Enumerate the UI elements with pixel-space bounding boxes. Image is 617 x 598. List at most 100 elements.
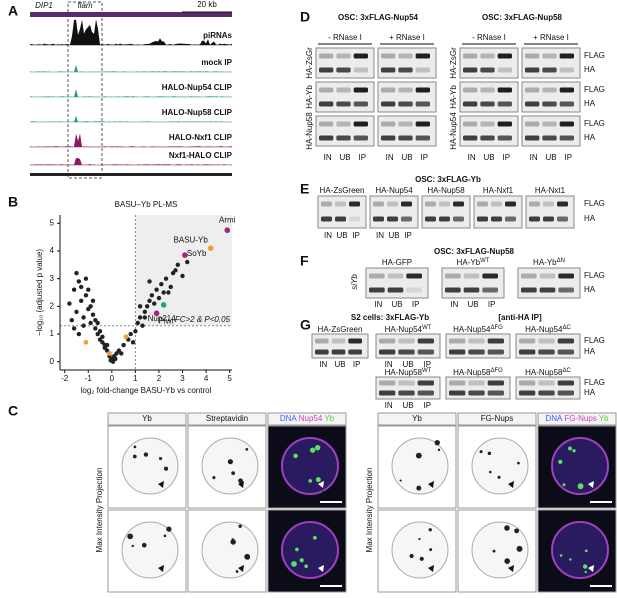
band-label: FLAG: [584, 378, 605, 387]
band: [525, 135, 540, 141]
band-label: HA: [584, 285, 596, 294]
data-point: [81, 315, 86, 320]
highlight-point: [207, 245, 214, 252]
band: [463, 121, 478, 127]
band: [319, 121, 334, 127]
band: [538, 380, 555, 386]
construct-sup: WT: [480, 258, 490, 264]
y-axis-label: −log₁₀ (adjusted p value): [35, 249, 44, 337]
construct-name: HA-GFP: [382, 258, 412, 267]
panel-label: C: [8, 403, 18, 419]
foci: [418, 537, 421, 541]
channel-label: Nup54: [299, 414, 323, 423]
band: [336, 67, 351, 73]
foci: [415, 452, 422, 459]
nucleus: [281, 521, 339, 579]
nucleus: [121, 437, 179, 495]
band: [557, 380, 574, 386]
band: [353, 101, 368, 107]
y-tick-label: 1: [50, 329, 55, 338]
data-point: [175, 262, 181, 268]
band: [353, 135, 368, 141]
band: [379, 380, 396, 386]
foci: [558, 459, 563, 464]
data-point: [88, 304, 93, 309]
panel-label: F: [300, 253, 309, 269]
foci: [562, 483, 566, 487]
band-label: FLAG: [584, 199, 605, 208]
lane-label: IP: [424, 360, 432, 369]
gene-bar: [30, 12, 232, 17]
header-box: [457, 412, 537, 426]
data-point: [76, 279, 82, 284]
band: [538, 349, 555, 355]
band-label: HA: [584, 133, 596, 142]
band: [417, 380, 434, 386]
data-point: [137, 304, 143, 309]
band: [398, 101, 413, 107]
data-point: [104, 342, 110, 348]
track-label: HALO-Nup54 CLIP: [162, 83, 233, 92]
data-point: [97, 329, 103, 334]
nucleus: [471, 437, 529, 495]
band: [480, 87, 495, 93]
construct-label: HA-Nup54ΔC: [525, 325, 571, 335]
foci: [158, 456, 163, 461]
lane-label: IP: [565, 153, 573, 162]
column-header: FG-Nups: [481, 414, 513, 423]
x-tick-label: 1: [133, 374, 138, 383]
track-label: piRNAs: [203, 31, 232, 40]
band: [439, 216, 450, 222]
foci: [419, 556, 424, 561]
band: [369, 273, 385, 279]
data-point: [79, 284, 84, 290]
band: [387, 216, 398, 222]
column-header: Streptavidin: [206, 414, 248, 423]
band: [398, 390, 415, 396]
construct-label: HA-Nup58ΔFG: [453, 368, 503, 378]
header-box: [107, 412, 187, 426]
band: [335, 216, 346, 222]
data-point: [121, 342, 126, 348]
band: [463, 67, 478, 73]
band: [348, 338, 362, 344]
lane-label: IN: [324, 231, 332, 240]
foci: [437, 448, 441, 452]
highlight-label: Nup214: [148, 314, 177, 323]
nucleus: [281, 437, 339, 495]
band: [381, 53, 396, 59]
x-tick-label: 5: [227, 374, 232, 383]
construct-sup: ΔFG: [491, 325, 504, 331]
lane-label: IP: [352, 231, 360, 240]
band-label: HA: [584, 347, 596, 356]
band: [559, 135, 574, 141]
blot: [365, 267, 429, 299]
lane-label: UB: [483, 153, 494, 162]
band: [415, 87, 430, 93]
foci: [244, 553, 251, 560]
arrowhead: [318, 481, 324, 488]
construct-name: HA-Nup58: [453, 368, 491, 377]
lane-label: IP: [359, 153, 367, 162]
data-point: [71, 326, 77, 331]
band: [381, 67, 396, 73]
construct-label: HA-Nxt1: [535, 186, 566, 195]
band: [379, 338, 396, 344]
band-label: HA: [584, 388, 596, 397]
band: [319, 53, 334, 59]
band: [319, 135, 334, 141]
data-point: [88, 320, 93, 326]
band: [381, 135, 396, 141]
blot: [445, 376, 511, 400]
lane-label: IN: [319, 360, 327, 369]
arrowhead: [508, 481, 514, 488]
band: [336, 101, 351, 107]
lane-label: IN: [374, 300, 382, 309]
band: [381, 101, 396, 107]
foci: [309, 447, 316, 453]
foci: [487, 451, 492, 456]
data-point: [163, 276, 169, 281]
side-label: Max Intensity Projection: [365, 468, 374, 553]
band: [505, 216, 516, 222]
